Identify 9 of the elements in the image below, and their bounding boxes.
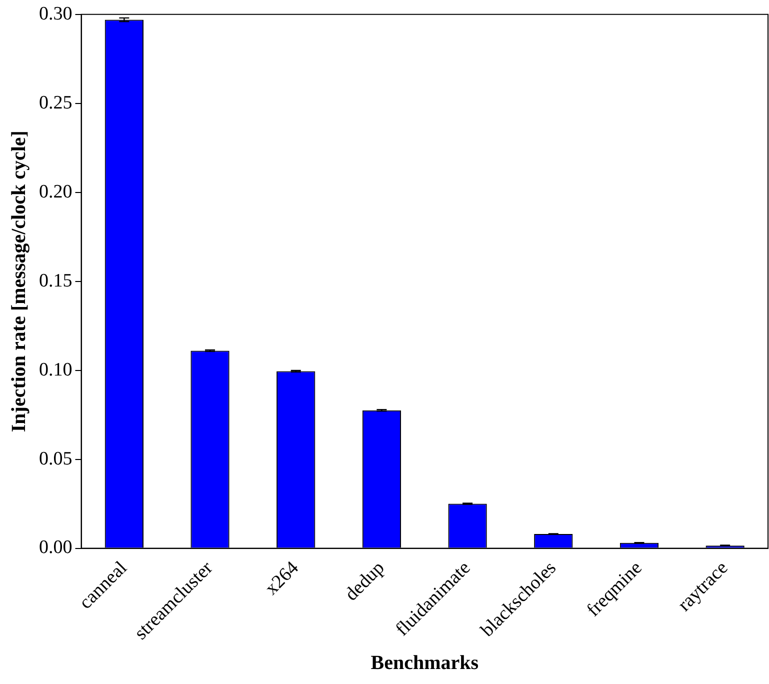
y-axis-title: Injection rate [message/clock cycle] [8,130,30,432]
y-tick-label: 0.25 [39,92,72,114]
y-tick-label: 0.20 [39,181,72,202]
y-tick-label: 0.05 [39,448,72,470]
y-tick-label: 0.15 [39,270,72,292]
y-tick-label: 0.10 [39,359,72,380]
x-axis-title: Benchmarks [370,652,479,674]
y-tick-label: 0.30 [39,3,72,24]
y-tick-label: 0.00 [39,537,72,558]
